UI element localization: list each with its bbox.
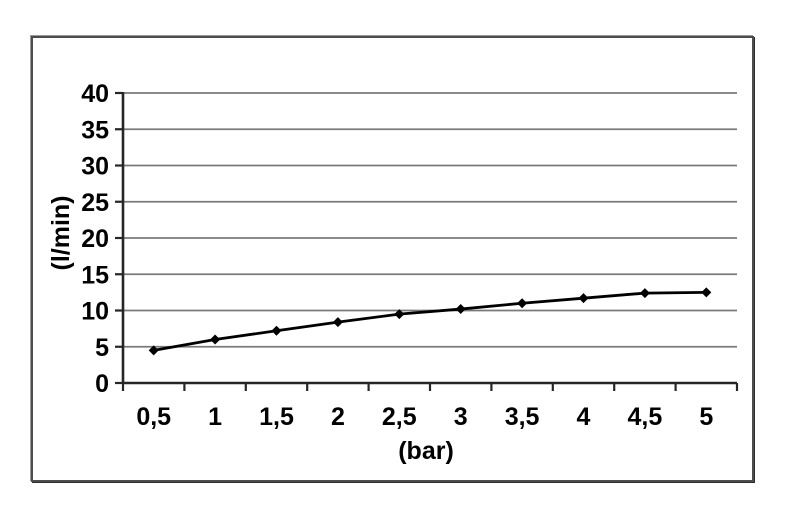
data-point-marker [517,298,528,309]
x-tick-label: 2,5 [382,403,417,431]
x-tick-label: 2 [331,403,345,431]
data-point-marker [210,334,221,345]
data-point-marker [701,287,712,298]
x-tick-label: 4 [577,403,591,431]
y-tick-label: 20 [81,225,109,253]
x-tick-label: 3 [454,403,468,431]
y-tick-label: 0 [95,370,109,398]
data-point-marker [639,288,650,299]
y-tick-label: 30 [81,153,109,181]
y-axis-title: (l/min) [47,195,75,271]
y-ticks: 0 5 10 15 20 25 30 35 40 [81,80,123,398]
data-point-marker [455,304,466,315]
y-tick-label: 10 [81,298,109,326]
data-point-marker [332,317,343,328]
x-ticks: 0,5 1 1,5 2 2,5 3 3,5 4 4,5 5 [121,383,739,431]
x-tick-label: 4,5 [628,403,663,431]
y-tick-label: 35 [81,116,109,144]
x-tick-label: 1 [208,403,222,431]
data-line [152,290,708,352]
y-tick-label: 5 [95,334,109,362]
x-tick-label: 5 [699,403,713,431]
gridlines [123,92,737,348]
data-point-markers [148,287,712,356]
x-axis-title: (bar) [398,437,454,465]
x-tick-label: 3,5 [505,403,540,431]
y-tick-label: 40 [81,80,109,108]
chart-frame: 0 5 10 15 20 25 30 35 40 0,5 1 1,5 2 2,5 3 3,5 4 4,5 5 (l/… [31,36,754,482]
y-tick-label: 25 [81,189,109,217]
data-point-marker [394,309,405,320]
data-point-marker [578,293,589,304]
data-point-marker [271,325,282,336]
data-point-marker [148,345,159,356]
y-tick-label: 15 [81,261,109,289]
x-tick-label: 1,5 [259,403,294,431]
flow-rate-line-chart: 0 5 10 15 20 25 30 35 40 0,5 1 1,5 2 2,5 3 3,5 4 4,5 5 [81,80,739,431]
x-tick-label: 0,5 [136,403,171,431]
